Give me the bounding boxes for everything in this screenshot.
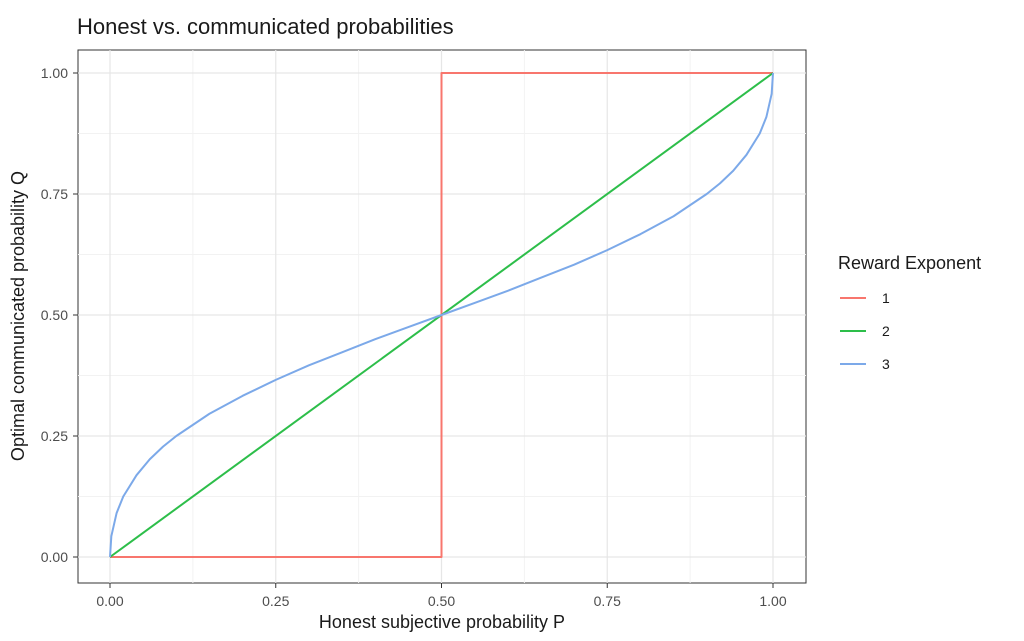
x-tick-label: 1.00 xyxy=(759,593,786,609)
y-tick-label: 0.50 xyxy=(41,307,68,323)
legend-item-3: 3 xyxy=(840,356,890,372)
y-axis-ticks: 0.00 0.25 0.50 0.75 1.00 xyxy=(41,65,78,565)
legend-item-1: 1 xyxy=(840,290,890,306)
y-tick-label: 0.00 xyxy=(41,549,68,565)
legend-label-3: 3 xyxy=(882,356,890,372)
x-tick-label: 0.00 xyxy=(96,593,123,609)
series-lines xyxy=(109,72,774,558)
y-tick-label: 1.00 xyxy=(41,65,68,81)
legend: 1 2 3 xyxy=(840,290,890,372)
y-axis-title: Optimal communicated probability Q xyxy=(8,171,28,461)
x-tick-label: 0.50 xyxy=(428,593,455,609)
x-axis-ticks: 0.00 0.25 0.50 0.75 1.00 xyxy=(96,583,787,609)
x-tick-label: 0.75 xyxy=(594,593,621,609)
legend-title: Reward Exponent xyxy=(838,253,981,273)
y-tick-label: 0.25 xyxy=(41,428,68,444)
legend-item-2: 2 xyxy=(840,323,890,339)
legend-label-2: 2 xyxy=(882,323,890,339)
legend-label-1: 1 xyxy=(882,290,890,306)
x-tick-label: 0.25 xyxy=(262,593,289,609)
chart-title: Honest vs. communicated probabilities xyxy=(77,14,454,39)
x-axis-title: Honest subjective probability P xyxy=(319,612,565,632)
series-line-3 xyxy=(109,72,774,558)
y-tick-label: 0.75 xyxy=(41,186,68,202)
